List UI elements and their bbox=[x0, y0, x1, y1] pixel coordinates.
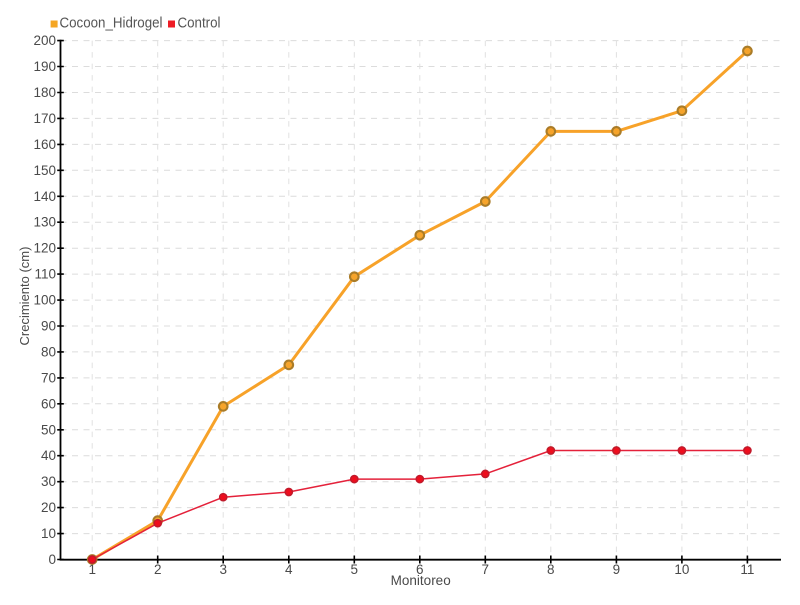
svg-text:8: 8 bbox=[547, 562, 555, 577]
svg-text:40: 40 bbox=[41, 448, 56, 463]
svg-text:140: 140 bbox=[33, 189, 56, 204]
svg-text:5: 5 bbox=[351, 562, 359, 577]
svg-text:170: 170 bbox=[33, 111, 56, 126]
svg-text:110: 110 bbox=[34, 267, 56, 282]
svg-text:150: 150 bbox=[33, 163, 56, 178]
svg-text:120: 120 bbox=[33, 241, 56, 256]
svg-text:Crecimiento (cm): Crecimiento (cm) bbox=[17, 247, 32, 346]
svg-text:7: 7 bbox=[482, 562, 490, 577]
svg-text:80: 80 bbox=[41, 344, 56, 359]
svg-text:130: 130 bbox=[33, 215, 56, 230]
svg-text:6: 6 bbox=[416, 562, 424, 577]
svg-text:Cocoon_Hidrogel: Cocoon_Hidrogel bbox=[60, 15, 163, 32]
svg-text:Control: Control bbox=[178, 15, 221, 32]
svg-text:30: 30 bbox=[41, 474, 56, 489]
svg-text:2: 2 bbox=[154, 562, 162, 577]
svg-text:190: 190 bbox=[33, 59, 56, 74]
svg-text:160: 160 bbox=[33, 137, 56, 152]
svg-text:3: 3 bbox=[219, 562, 227, 577]
svg-text:200: 200 bbox=[33, 33, 56, 48]
svg-text:10: 10 bbox=[41, 526, 56, 541]
svg-text:9: 9 bbox=[613, 562, 621, 577]
svg-text:10: 10 bbox=[674, 562, 689, 577]
svg-text:70: 70 bbox=[41, 370, 56, 385]
svg-text:180: 180 bbox=[33, 85, 56, 100]
svg-text:0: 0 bbox=[48, 552, 56, 567]
svg-text:100: 100 bbox=[33, 293, 56, 308]
svg-text:90: 90 bbox=[41, 319, 56, 334]
svg-text:11: 11 bbox=[740, 562, 754, 577]
svg-text:Monitoreo: Monitoreo bbox=[391, 573, 451, 588]
svg-text:50: 50 bbox=[41, 422, 56, 437]
svg-text:4: 4 bbox=[285, 562, 293, 577]
svg-text:1: 1 bbox=[88, 562, 96, 577]
svg-text:60: 60 bbox=[41, 396, 56, 411]
svg-text:20: 20 bbox=[41, 500, 56, 515]
